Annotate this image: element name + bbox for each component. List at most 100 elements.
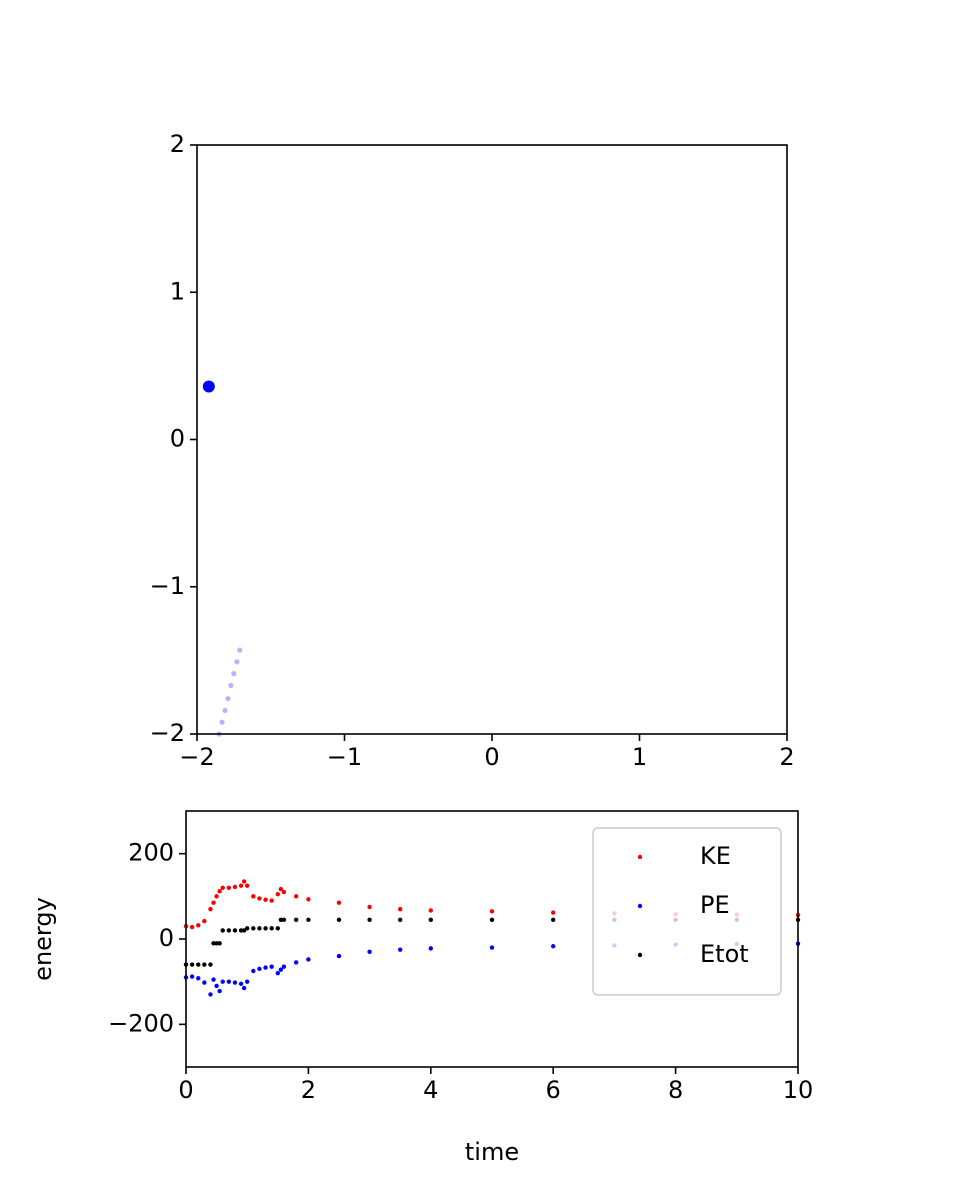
legend-box: [592, 827, 782, 996]
data-point: [189, 924, 195, 930]
data-point: [367, 949, 372, 954]
y-tick-label: 200: [128, 839, 174, 867]
data-point: [336, 900, 342, 905]
y-tick-label: 1: [170, 277, 185, 305]
data-point: [336, 917, 342, 922]
x-tick-label: 6: [546, 1076, 561, 1104]
data-point: [251, 968, 256, 974]
data-point: [220, 979, 225, 984]
data-point: [202, 380, 215, 393]
data-point: [551, 910, 556, 915]
data-point: [398, 906, 403, 912]
data-point: [263, 897, 268, 902]
data-point: [293, 917, 299, 922]
data-point: [278, 917, 284, 922]
data-point: [219, 719, 225, 725]
data-point: [228, 682, 234, 689]
data-point: [232, 884, 238, 890]
legend-marker: [637, 854, 643, 860]
data-point: [234, 659, 240, 665]
data-point: [208, 962, 213, 967]
data-point: [281, 889, 287, 895]
x-tick-label: 2: [301, 1076, 316, 1104]
data-point: [263, 965, 268, 970]
data-point: [251, 894, 256, 899]
data-point: [428, 908, 433, 913]
data-point: [241, 985, 247, 991]
data-point: [237, 647, 243, 653]
x-tick-label: 10: [783, 1076, 814, 1104]
data-point: [398, 947, 403, 952]
data-point: [489, 945, 495, 950]
data-point: [231, 671, 237, 677]
y-tick-label: 2: [170, 130, 185, 158]
x-tick-label: 0: [178, 1076, 193, 1104]
legend-marker: [637, 903, 643, 909]
y-tick-label: −1: [150, 572, 185, 600]
plot-area: [202, 380, 243, 737]
data-point: [220, 928, 225, 933]
data-point: [241, 928, 247, 933]
data-point: [293, 894, 299, 899]
x-tick-label: 8: [668, 1076, 683, 1104]
data-point: [269, 926, 274, 931]
data-point: [226, 885, 232, 890]
data-point: [208, 906, 213, 912]
data-point: [214, 983, 219, 989]
data-point: [196, 923, 201, 928]
data-point: [238, 981, 244, 986]
data-point: [214, 894, 219, 899]
data-point: [232, 980, 238, 985]
legend-label: PE: [700, 891, 730, 919]
data-point: [367, 917, 372, 922]
legend-label: KE: [700, 842, 731, 870]
data-point: [189, 962, 195, 967]
data-point: [222, 707, 228, 714]
x-tick-label: 0: [484, 743, 499, 771]
data-point: [226, 928, 232, 933]
data-point: [220, 885, 225, 890]
data-point: [196, 976, 201, 981]
data-point: [202, 918, 207, 924]
data-point: [398, 917, 403, 922]
data-point: [226, 979, 232, 984]
x-tick-label: 1: [632, 743, 647, 771]
data-point: [251, 926, 256, 931]
data-point: [551, 917, 556, 922]
data-point: [269, 964, 274, 969]
data-point: [306, 917, 311, 922]
data-point: [211, 977, 216, 982]
legend-marker: [637, 952, 643, 958]
data-point: [428, 946, 433, 951]
data-point: [306, 957, 311, 962]
data-point: [428, 917, 433, 922]
data-point: [489, 917, 495, 922]
data-point: [336, 953, 342, 959]
data-point: [275, 926, 280, 931]
data-point: [269, 898, 274, 903]
data-point: [245, 883, 250, 888]
data-point: [211, 900, 216, 905]
data-point: [211, 941, 216, 946]
data-point: [281, 917, 287, 922]
x-tick-label: 4: [423, 1076, 438, 1104]
data-point: [275, 970, 280, 976]
data-point: [238, 928, 244, 933]
data-point: [367, 904, 372, 910]
data-point: [208, 992, 213, 997]
legend-label: Etot: [700, 940, 749, 968]
y-tick-label: −200: [108, 1009, 174, 1037]
data-point: [196, 962, 201, 967]
data-point: [202, 980, 207, 985]
data-point: [281, 964, 287, 969]
data-point: [263, 926, 268, 931]
x-tick-label: 2: [779, 743, 794, 771]
data-point: [232, 928, 238, 933]
data-point: [278, 886, 284, 892]
data-point: [257, 966, 262, 972]
data-point: [238, 883, 244, 888]
data-point: [241, 879, 247, 884]
data-point: [489, 909, 495, 914]
data-point: [202, 962, 207, 967]
